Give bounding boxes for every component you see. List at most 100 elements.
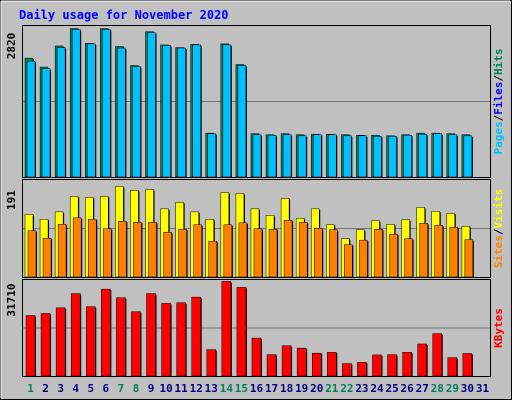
legend-slash: / xyxy=(492,114,505,121)
bar-files xyxy=(162,45,171,178)
bar-files xyxy=(448,134,458,178)
bar-sites xyxy=(389,233,398,278)
bar-kbytes xyxy=(432,333,442,377)
bar-sites xyxy=(208,240,218,278)
bar-files xyxy=(312,134,322,178)
bar-sites xyxy=(449,227,459,278)
bar-files xyxy=(252,134,262,178)
day-label: 10 xyxy=(159,382,172,395)
bar-files xyxy=(117,47,126,178)
day-label: 5 xyxy=(87,382,94,395)
bar-kbytes xyxy=(387,354,397,377)
bar-sites xyxy=(268,229,278,278)
legend-pages: Pages xyxy=(492,121,505,154)
bar-kbytes xyxy=(402,352,412,377)
bar-files xyxy=(222,44,232,178)
day-label: 26 xyxy=(401,382,415,395)
day-label: 27 xyxy=(416,382,429,395)
bar-files xyxy=(388,136,397,178)
y-max-label-kbytes: 31710 xyxy=(5,283,18,316)
day-label: 13 xyxy=(205,382,218,395)
bar-sites xyxy=(178,229,187,278)
day-label: 19 xyxy=(295,382,308,395)
day-labels: 1 2 3 4 5 6 7 8 9 10 11 12 13 14 15 16 17 18 19 20 21 22 23 24 2… xyxy=(27,382,489,395)
day-label: 31 xyxy=(476,382,490,395)
day-label: 6 xyxy=(103,382,110,395)
bar-files xyxy=(373,136,382,178)
legend-kbytes: KBytes xyxy=(492,308,505,348)
bar-kbytes xyxy=(236,287,247,377)
bar-sites xyxy=(464,239,474,278)
bar-sites xyxy=(223,224,233,278)
bar-files xyxy=(102,29,111,178)
bar-files xyxy=(358,135,367,178)
day-label: 12 xyxy=(190,382,203,395)
legend-slash: / xyxy=(492,228,505,235)
bar-files xyxy=(403,135,412,178)
bar-sites xyxy=(27,230,37,278)
bar-kbytes xyxy=(70,293,81,377)
bar-sites xyxy=(103,228,112,278)
bar-kbytes xyxy=(296,347,307,377)
day-label: 4 xyxy=(72,382,79,395)
bar-sites xyxy=(118,221,127,278)
bar-kbytes xyxy=(447,357,458,377)
bar-kbytes xyxy=(281,345,292,377)
bar-files xyxy=(282,134,292,178)
day-label: 14 xyxy=(220,382,234,395)
bar-files xyxy=(41,68,51,178)
bar-kbytes xyxy=(311,352,322,377)
legend-slash: / xyxy=(492,75,505,82)
bar-kbytes xyxy=(221,281,232,377)
legend-kbytes-label: KBytes xyxy=(492,308,505,348)
day-label: 29 xyxy=(446,382,459,395)
day-label: 18 xyxy=(280,382,293,395)
bar-kbytes xyxy=(131,311,141,377)
bar-sites xyxy=(283,220,293,278)
day-label: 28 xyxy=(431,382,444,395)
bar-kbytes xyxy=(251,337,262,377)
bar-kbytes xyxy=(161,303,171,377)
bar-sites xyxy=(57,224,67,278)
bar-kbytes xyxy=(176,302,186,377)
bar-sites xyxy=(42,237,52,278)
bar-sites xyxy=(253,228,263,278)
day-label: 3 xyxy=(57,382,64,395)
bar-kbytes xyxy=(417,343,427,377)
bar-sites xyxy=(298,222,308,278)
legend-hits: Hits xyxy=(492,49,505,76)
bar-kbytes xyxy=(146,293,156,377)
day-label: 1 xyxy=(27,382,34,395)
bar-sites xyxy=(193,224,202,278)
bar-sites xyxy=(88,219,97,278)
bar-files xyxy=(71,29,81,178)
bar-files xyxy=(433,133,442,178)
bar-files xyxy=(192,44,201,178)
bar-kbytes xyxy=(462,353,473,377)
bar-files xyxy=(207,133,217,178)
bar-sites xyxy=(434,225,443,278)
bar-files xyxy=(297,135,307,178)
bar-files xyxy=(418,133,427,178)
day-label: 15 xyxy=(235,382,248,395)
bar-files xyxy=(26,61,36,178)
legend-files: Files xyxy=(492,82,505,115)
bar-kbytes xyxy=(40,313,51,377)
legend-sites-visits: Sites/Visits xyxy=(492,189,505,269)
day-label: 24 xyxy=(370,382,384,395)
day-label: 16 xyxy=(250,382,264,395)
bar-kbytes xyxy=(191,296,201,377)
bar-files xyxy=(56,47,66,178)
day-label: 2 xyxy=(42,382,49,395)
bar-sites xyxy=(344,244,353,278)
chart-title: Daily usage for November 2020 xyxy=(19,8,229,22)
bar-sites xyxy=(148,222,157,278)
bar-sites xyxy=(238,222,248,278)
bar-files xyxy=(328,134,337,178)
bar-files xyxy=(132,66,141,178)
bar-files xyxy=(463,135,473,178)
bar-kbytes xyxy=(55,307,66,377)
bar-files xyxy=(267,135,277,178)
day-label: 21 xyxy=(325,382,339,395)
bar-kbytes xyxy=(101,288,111,377)
